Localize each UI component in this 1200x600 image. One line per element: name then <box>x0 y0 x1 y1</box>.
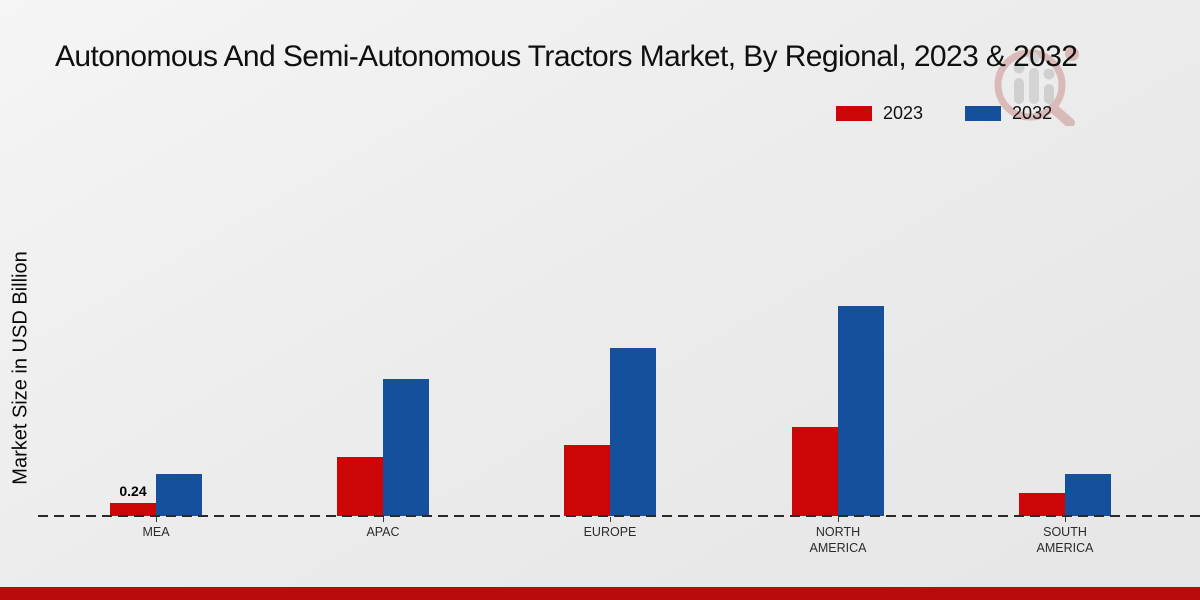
bar-value-label: 0.24 <box>119 483 147 499</box>
x-axis-tick <box>610 517 611 522</box>
bottom-accent-band <box>0 587 1200 600</box>
chart-title: Autonomous And Semi-Autonomous Tractors … <box>55 40 1078 73</box>
x-axis-tick <box>1065 517 1066 522</box>
brand-watermark-magnifier-icon <box>994 47 1079 126</box>
x-axis-tick <box>838 517 839 522</box>
x-axis-label-europe: EUROPE <box>583 525 637 539</box>
bar-2032-apac <box>383 379 429 516</box>
bar-2023-mea <box>110 503 156 516</box>
legend-label-2032: 2032 <box>1012 103 1053 123</box>
legend-swatch-2023-icon <box>836 106 872 121</box>
bar-2023-north-america <box>792 427 838 516</box>
x-axis-label-apac: APAC <box>366 525 400 539</box>
x-axis-label-south-america: SOUTH AMERICA <box>1036 525 1094 555</box>
x-axis-tick <box>383 517 384 522</box>
legend-item-2032: 2032 <box>965 103 1052 124</box>
legend-item-2023: 2023 <box>836 103 923 124</box>
bar-2023-south-america <box>1019 493 1065 516</box>
x-axis-label-north-america: NORTH AMERICA <box>809 525 867 555</box>
bar-2023-apac <box>337 457 383 516</box>
bar-2023-europe <box>564 445 610 516</box>
x-axis-baseline <box>38 515 1200 517</box>
legend-label-2023: 2023 <box>883 103 924 123</box>
bar-2032-mea <box>156 474 202 516</box>
legend-swatch-2032-icon <box>965 106 1002 121</box>
bar-2032-south-america <box>1065 474 1111 516</box>
legend: 2023 2032 <box>836 103 1094 124</box>
bar-2032-north-america <box>838 306 884 516</box>
x-axis-tick <box>156 517 157 522</box>
x-axis-label-mea: MEA <box>142 525 170 539</box>
bar-2032-europe <box>610 348 656 516</box>
